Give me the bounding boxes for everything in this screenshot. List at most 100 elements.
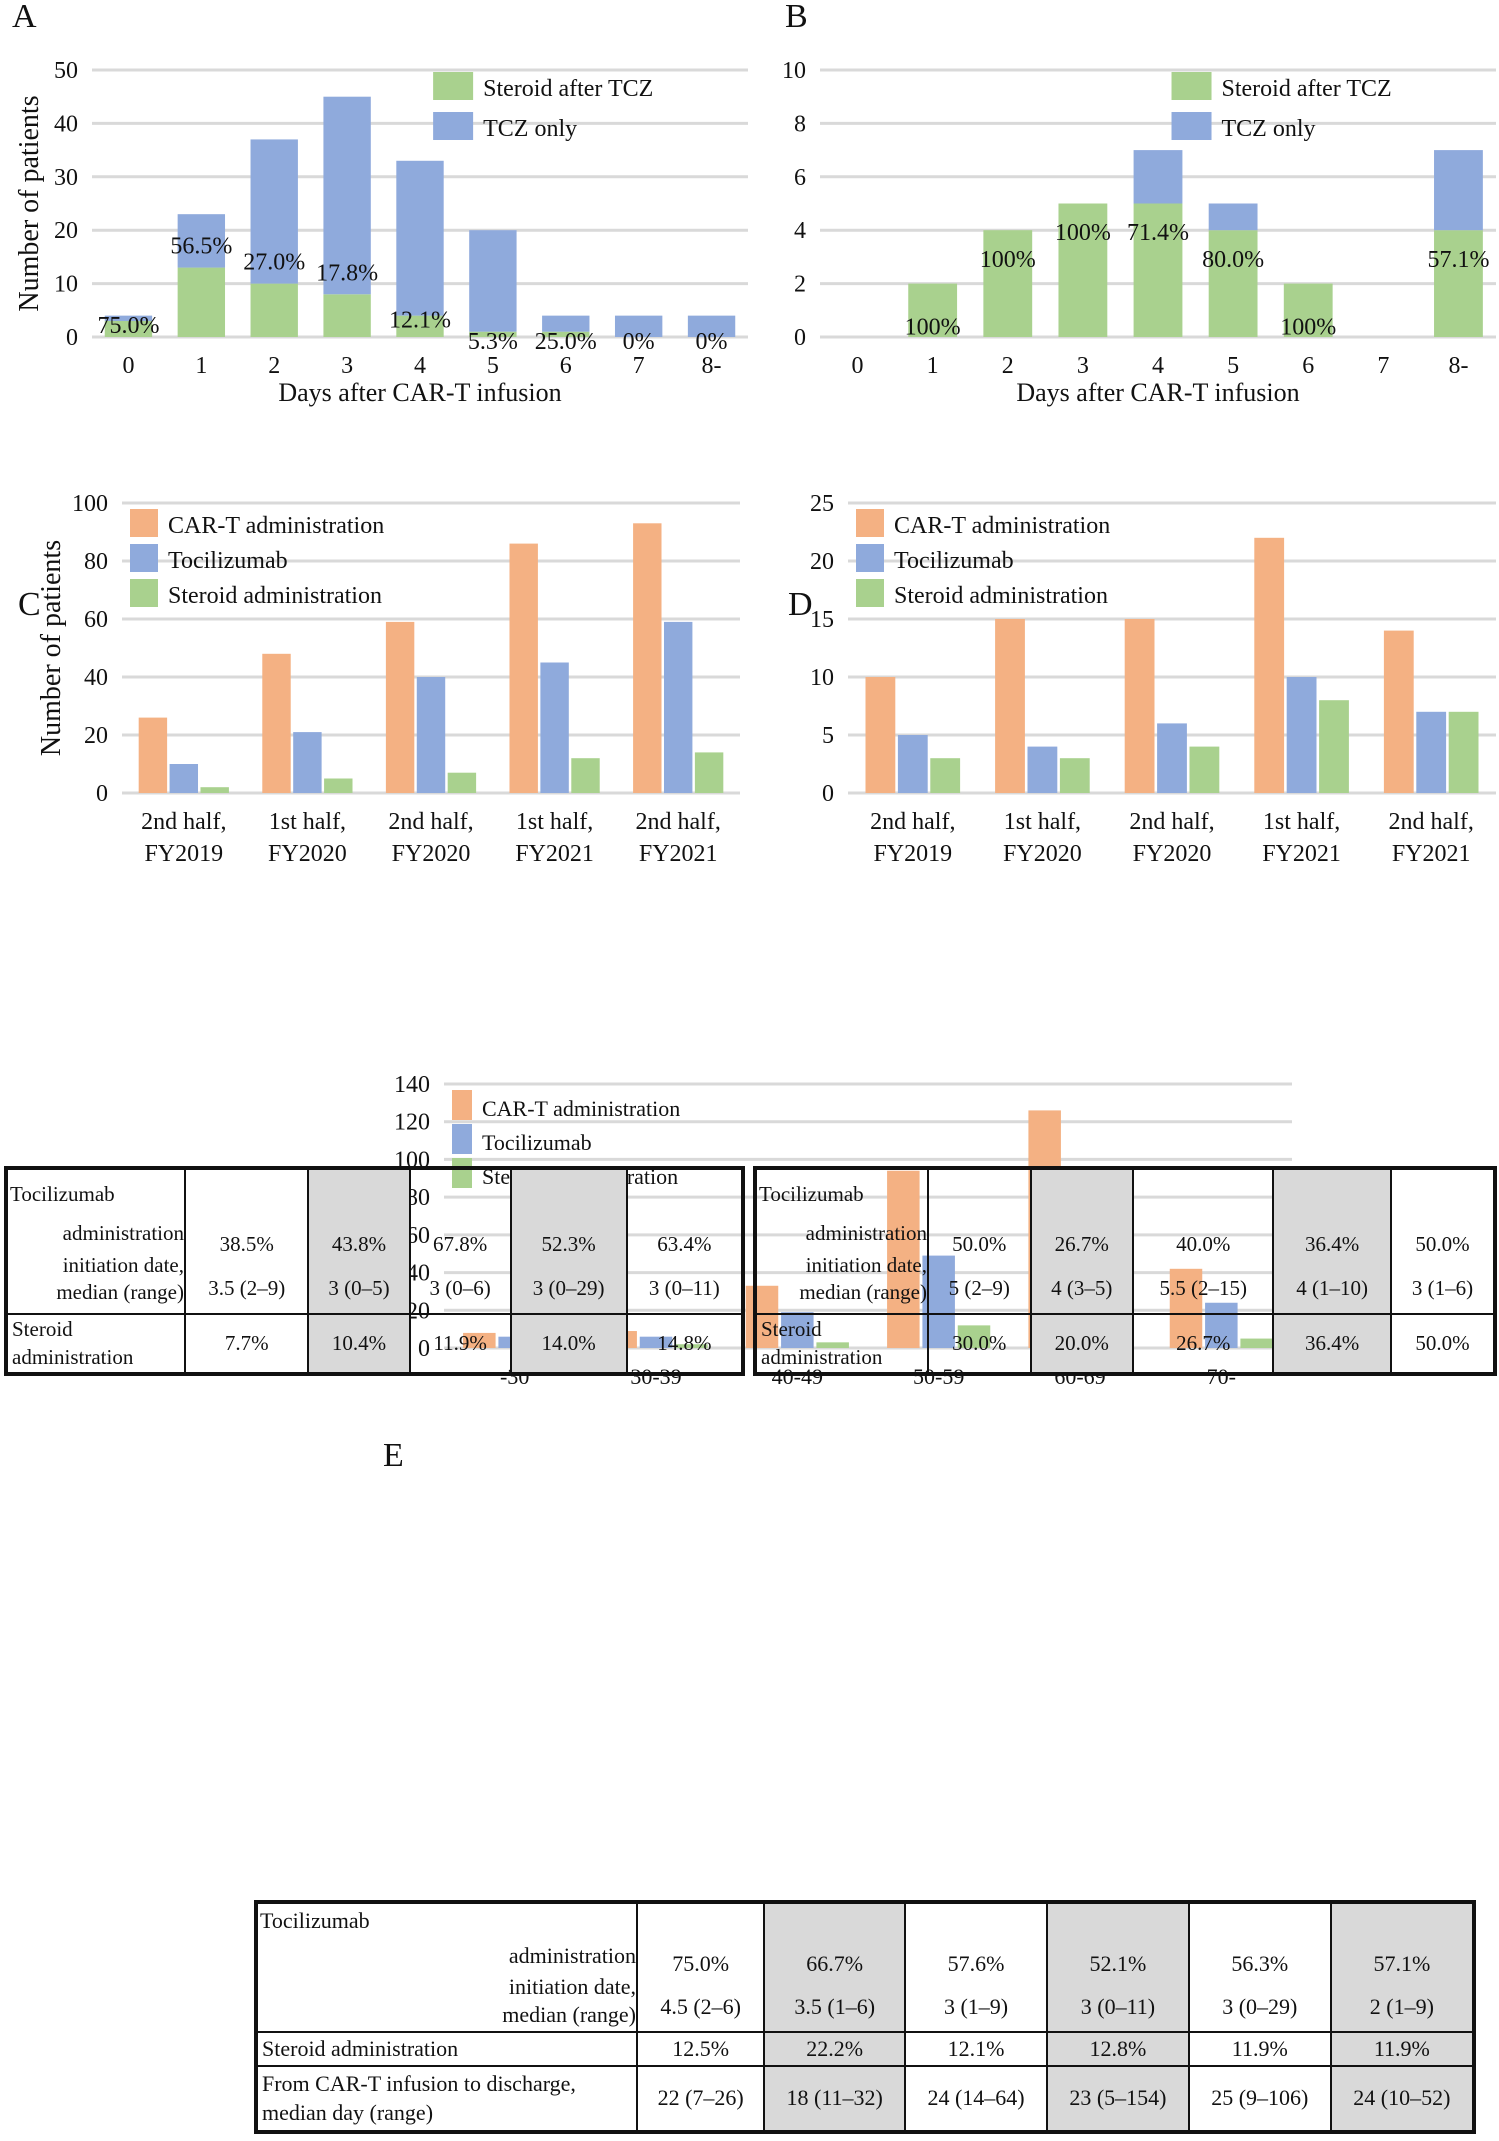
x-tick-label: 1st half, [269, 809, 346, 835]
bar-tcz-only [469, 230, 517, 332]
x-tick-label: 2nd half, [636, 809, 721, 835]
row-label-steroid: Steroid administration [255, 2031, 638, 2067]
cell-administration: 56.3% [1231, 1951, 1289, 1977]
y-tick-label: 0 [822, 781, 834, 807]
x-tick-label: 2nd half, [870, 809, 955, 835]
label-administration: administration [62, 1221, 184, 1246]
bar-car-t-administration [385, 621, 415, 793]
bar-steroid-after-tcz [1283, 283, 1333, 337]
x-tick-label: FY2021 [1392, 841, 1471, 867]
cell-administration: 52.3% [541, 1231, 596, 1256]
y-tick-label: 10 [54, 272, 78, 298]
legend-swatch [130, 579, 158, 607]
bar-steroid-after-tcz [104, 320, 153, 337]
x-tick-label: 1st half, [1004, 809, 1081, 835]
label-median-range: median (range) [502, 2002, 636, 2028]
y-axis-label: Number of patients [14, 95, 45, 311]
cell-initiation-date: 3 (0–6) [429, 1275, 491, 1300]
cell-steroid-administration: 20.0% [1029, 1313, 1135, 1375]
data-label: 5.3% [468, 329, 518, 355]
cell-steroid-administration: 12.8% [1045, 2031, 1190, 2067]
label-tocilizumab: Tocilizumab [759, 1181, 864, 1206]
chart-b-stacked-bar: 0 2 4 6 8 10 0 1 2 3 4 5 6 7 8- 100% 100% 100% 71.4% 80.0% 1… [782, 58, 1496, 407]
label-initiation-date: initiation date, [508, 1973, 636, 1999]
bar-car-t-administration [1254, 537, 1285, 793]
x-tick-label: 2 [1002, 353, 1014, 379]
bar-steroid-after-tcz [1133, 203, 1183, 337]
x-tick-label: FY2021 [515, 841, 594, 867]
bar-tocilizumab [293, 732, 322, 793]
row-label-discharge: From CAR-T infusion to discharge, median… [255, 2065, 638, 2133]
bar-steroid-after-tcz [323, 294, 371, 337]
cell-steroid-administration: 14.8% [625, 1313, 745, 1375]
cell-administration: 38.5% [219, 1231, 274, 1256]
cell-initiation-date: 3.5 (1–6) [794, 1994, 876, 2020]
table-cell-tocilizumab: 40.0% 5.5 (2–15) [1132, 1167, 1275, 1315]
cell-steroid-administration: 50.0% [1390, 1313, 1496, 1375]
bar-steroid-administration [1189, 746, 1220, 793]
bar-steroid-after-tcz [1058, 203, 1108, 337]
cell-steroid-administration: 11.9% [408, 1313, 512, 1375]
y-tick-label: 20 [84, 723, 108, 749]
bar-car-t-administration [633, 523, 662, 793]
cell-administration: 26.7% [1054, 1231, 1109, 1256]
bar-steroid-after-tcz [396, 315, 444, 337]
table-cell-tocilizumab: 52.1% 3 (0–11) [1045, 1901, 1190, 2033]
data-label: 0% [623, 329, 655, 355]
x-tick-label: FY2020 [1133, 841, 1212, 867]
bar-steroid-administration [930, 758, 961, 793]
table-c-stats: Tocilizumab administration initiation da… [4, 1166, 745, 1376]
x-axis-label: Days after CAR-T infusion [278, 378, 561, 407]
x-tick-label: 4 [1152, 353, 1164, 379]
panel-label-d: D [788, 586, 813, 623]
cell-steroid-administration: 11.9% [1187, 2031, 1332, 2067]
cell-steroid-administration: 22.2% [763, 2031, 907, 2067]
bar-steroid-administration [694, 752, 724, 793]
data-label: 57.1% [1427, 247, 1489, 273]
cell-discharge-days: 22 (7–26) [635, 2065, 766, 2133]
row-label-steroid: Steroid administration [754, 1313, 929, 1375]
legend-label: Tocilizumab [168, 548, 288, 574]
legend-label: Tocilizumab [482, 1130, 592, 1155]
x-tick-label: FY2020 [1003, 841, 1082, 867]
cell-administration: 57.6% [947, 1951, 1005, 1977]
label-administration: administration [508, 1942, 636, 1968]
y-axis-label: Number of patients [36, 540, 67, 756]
legend-swatch [1171, 72, 1212, 100]
cell-initiation-date: 3 (1–6) [1411, 1275, 1474, 1300]
cell-discharge-days: 18 (11–32) [763, 2065, 907, 2133]
bar-tcz-only [1434, 150, 1483, 231]
label-discharge: From CAR-T infusion to discharge, [262, 2070, 576, 2096]
label-median-range: median (range) [56, 1279, 184, 1304]
row-label-steroid: Steroid administration [5, 1313, 186, 1375]
data-label: 25.0% [535, 329, 597, 355]
legend-label: Tocilizumab [894, 548, 1014, 574]
bar-steroid-administration [324, 778, 353, 793]
cell-administration: 57.1% [1373, 1951, 1431, 1977]
x-tick-label: FY2020 [268, 841, 347, 867]
table-cell-tocilizumab: 57.6% 3 (1–9) [904, 1901, 1048, 2033]
data-label: 17.8% [316, 260, 378, 286]
cell-steroid-administration: 14.0% [509, 1313, 628, 1375]
bar-steroid-after-tcz [908, 283, 958, 337]
bar-tcz-only [687, 315, 736, 337]
cell-administration: 50.0% [1415, 1231, 1470, 1256]
x-tick-label: FY2019 [144, 841, 223, 867]
bar-tcz-only [177, 214, 226, 268]
x-tick-label: 0 [852, 353, 864, 379]
bar-tcz-only [323, 96, 371, 295]
x-tick-label: 5 [487, 353, 499, 379]
data-label: 0% [696, 329, 728, 355]
legend-swatch [856, 544, 884, 572]
panel-label-a: A [12, 0, 37, 35]
cell-discharge-days: 23 (5–154) [1045, 2065, 1190, 2133]
bar-steroid-after-tcz [983, 230, 1033, 337]
x-tick-label: 3 [341, 353, 353, 379]
bar-tcz-only [1208, 203, 1258, 231]
x-tick-label: 2 [268, 353, 280, 379]
table-cell-tocilizumab: 75.0% 4.5 (2–6) [635, 1901, 766, 2033]
table-cell-tocilizumab: 38.5% 3.5 (2–9) [183, 1167, 310, 1315]
cell-initiation-date: 4 (3–5) [1051, 1275, 1113, 1300]
bar-tocilizumab [540, 662, 569, 793]
x-tick-label: 1st half, [1263, 809, 1340, 835]
